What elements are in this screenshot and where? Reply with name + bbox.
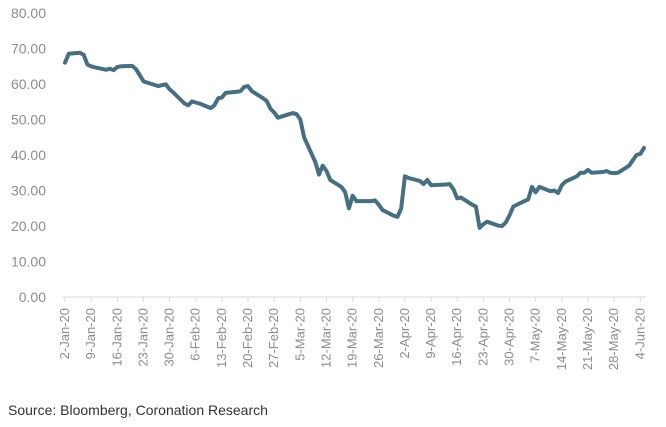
series-line bbox=[63, 50, 646, 230]
x-tick-label: 13-Feb-20 bbox=[214, 308, 229, 368]
x-axis-tick-marks bbox=[64, 297, 641, 302]
x-tick-label: 2-Jan-20 bbox=[57, 308, 72, 359]
x-tick-label: 9-Jan-20 bbox=[83, 308, 98, 359]
x-tick-label: 19-Mar-20 bbox=[345, 308, 360, 368]
x-tick-label: 21-May-20 bbox=[580, 308, 595, 370]
y-tick-label: 70.00 bbox=[11, 41, 46, 57]
x-axis-tick-labels: 2-Jan-20 9-Jan-20 16-Jan-20 23-Jan-20 30-Jan… bbox=[57, 308, 647, 370]
x-tick-label: 30-Apr-20 bbox=[502, 308, 517, 366]
y-tick-label: 0.00 bbox=[19, 289, 46, 305]
x-tick-label: 30-Jan-20 bbox=[162, 308, 177, 367]
chart-source-note: Source: Bloomberg, Coronation Research bbox=[8, 402, 268, 418]
x-tick-label: 4-Jun-20 bbox=[632, 308, 647, 359]
y-tick-label: 20.00 bbox=[11, 218, 46, 234]
x-tick-label: 12-Mar-20 bbox=[318, 308, 333, 368]
x-tick-label: 23-Apr-20 bbox=[475, 308, 490, 366]
x-tick-label: 28-May-20 bbox=[606, 308, 621, 370]
x-tick-label: 26-Mar-20 bbox=[371, 308, 386, 368]
x-tick-label: 16-Jan-20 bbox=[109, 308, 124, 367]
y-axis-ticks: 0.00 10.00 20.00 30.00 40.00 50.00 60.00 70.00 8… bbox=[11, 5, 46, 305]
y-tick-label: 60.00 bbox=[11, 76, 46, 92]
y-tick-label: 30.00 bbox=[11, 183, 46, 199]
x-tick-label: 27-Feb-20 bbox=[266, 308, 281, 368]
y-tick-label: 80.00 bbox=[11, 5, 46, 21]
x-tick-label: 16-Apr-20 bbox=[449, 308, 464, 366]
x-tick-label: 23-Jan-20 bbox=[135, 308, 150, 367]
x-tick-label: 2-Apr-20 bbox=[397, 308, 412, 359]
x-tick-label: 9-Apr-20 bbox=[423, 308, 438, 359]
y-tick-label: 50.00 bbox=[11, 112, 46, 128]
x-tick-label: 5-Mar-20 bbox=[292, 308, 307, 361]
y-tick-label: 10.00 bbox=[11, 254, 46, 270]
x-tick-label: 6-Feb-20 bbox=[188, 308, 203, 361]
x-tick-label: 7-May-20 bbox=[528, 308, 543, 363]
x-tick-label: 20-Feb-20 bbox=[240, 308, 255, 368]
x-tick-label: 14-May-20 bbox=[554, 308, 569, 370]
y-tick-label: 40.00 bbox=[11, 147, 46, 163]
